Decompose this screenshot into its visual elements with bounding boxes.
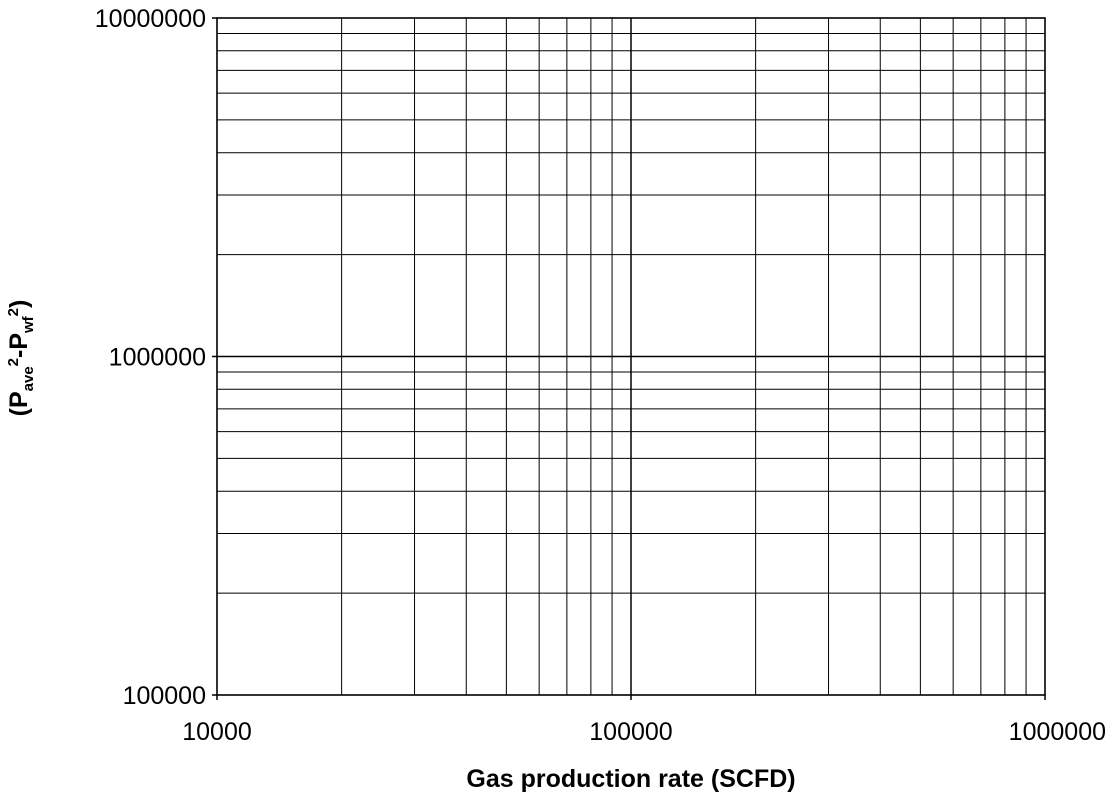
y-axis-title-sub-ave: ave — [20, 366, 37, 391]
y-axis-title-open: (P — [5, 391, 33, 416]
x-tick-labels: 10000 100000 1000000 — [182, 718, 1106, 746]
y-axis-title: (Pave2-Pwf2) — [5, 300, 37, 417]
x-tick-label: 100000 — [589, 718, 672, 746]
y-axis-title-sup-2: 2 — [5, 308, 22, 316]
y-tick-label: 100000 — [123, 682, 206, 710]
y-axis-title-sub-wf: wf — [20, 315, 37, 334]
y-tick-labels: 100000 1000000 10000000 — [95, 5, 206, 710]
y-tick-label: 10000000 — [95, 5, 206, 33]
y-axis-title-mid: -P — [5, 333, 33, 358]
y-axis-title-close: ) — [5, 300, 33, 308]
plot-area-border — [216, 17, 1046, 696]
x-tick-label: 10000 — [182, 718, 252, 746]
y-axis-title-sup-1: 2 — [5, 358, 22, 366]
y-tick-label: 1000000 — [109, 344, 206, 372]
grid — [212, 17, 1046, 700]
x-tick-label: 1000000 — [1009, 718, 1106, 746]
x-axis-title: Gas production rate (SCFD) — [466, 765, 795, 793]
